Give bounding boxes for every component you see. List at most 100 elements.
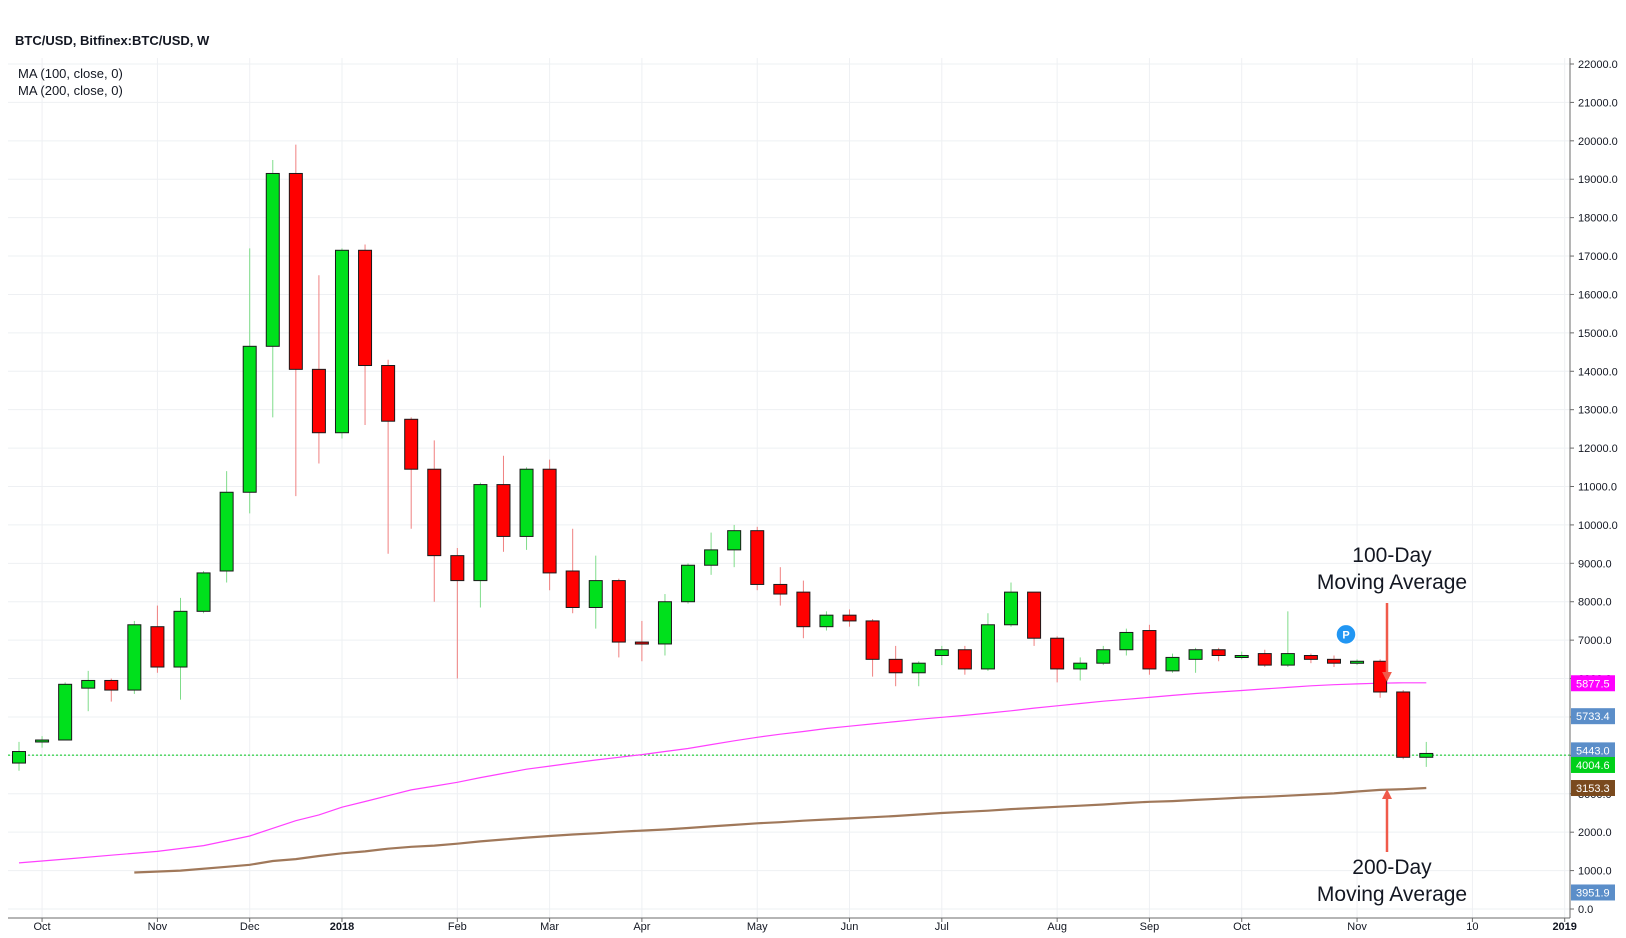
candle[interactable] — [1165, 653, 1180, 673]
candle[interactable] — [657, 594, 672, 656]
candle[interactable] — [1234, 651, 1249, 660]
candle-body — [957, 649, 972, 670]
candle[interactable] — [35, 736, 50, 748]
candle-body — [888, 658, 903, 674]
candle-body — [634, 641, 649, 645]
candle[interactable] — [496, 455, 511, 552]
candle[interactable] — [127, 620, 142, 694]
candle[interactable] — [888, 645, 903, 687]
candle[interactable] — [12, 741, 26, 771]
candle-body — [681, 564, 696, 603]
candle-body — [1142, 630, 1157, 670]
candle[interactable] — [796, 580, 811, 639]
candle[interactable] — [1004, 582, 1019, 627]
ma-line-200[interactable] — [134, 786, 1427, 874]
chart-grid — [8, 58, 1570, 918]
candle-body — [219, 491, 234, 572]
candle[interactable] — [381, 359, 396, 554]
candle[interactable] — [588, 555, 603, 629]
candle[interactable] — [1303, 653, 1318, 664]
candle[interactable] — [1142, 624, 1157, 675]
indicator-label-ma100[interactable]: MA (100, close, 0) — [18, 66, 123, 81]
candle[interactable] — [473, 482, 488, 608]
candle[interactable] — [1419, 741, 1434, 767]
candle-body — [150, 626, 165, 668]
candle[interactable] — [565, 528, 580, 614]
candle-body — [334, 249, 349, 434]
time-tick-label: Oct — [34, 921, 51, 933]
candle[interactable] — [450, 547, 465, 679]
candle[interactable] — [934, 645, 949, 666]
price-tags: 5877.5 5733.4 5443.0 4004.6 3153.3 3951.9 — [1571, 675, 1615, 901]
candle[interactable] — [1073, 657, 1088, 681]
candle[interactable] — [311, 275, 326, 464]
candle[interactable] — [957, 645, 972, 675]
candle[interactable] — [1050, 636, 1065, 683]
candle[interactable] — [980, 613, 995, 671]
candle[interactable] — [911, 661, 926, 687]
candle[interactable] — [634, 620, 649, 662]
candle[interactable] — [1257, 649, 1272, 668]
time-tick-label: Sep — [1140, 921, 1160, 933]
candle[interactable] — [842, 609, 857, 627]
candle[interactable] — [727, 524, 742, 568]
candle[interactable] — [1027, 591, 1042, 646]
candle-body — [1119, 631, 1134, 651]
candle-body — [288, 172, 303, 370]
indicator-label-ma200[interactable]: MA (200, close, 0) — [18, 83, 123, 98]
candle[interactable] — [542, 459, 557, 591]
ma-line-100[interactable] — [18, 682, 1427, 864]
price-tag-label: 5443.0 — [1576, 745, 1610, 757]
candle[interactable] — [219, 471, 234, 583]
candle[interactable] — [1326, 655, 1341, 668]
candle[interactable] — [519, 467, 534, 550]
time-tick-label: Feb — [448, 921, 467, 933]
candle[interactable] — [704, 532, 719, 575]
candle[interactable] — [750, 526, 765, 591]
candle-body — [588, 580, 603, 608]
time-tick-label: Jul — [935, 921, 949, 933]
candle-body — [58, 683, 73, 741]
candle[interactable] — [1350, 659, 1365, 666]
candle-body — [242, 345, 257, 493]
candle[interactable] — [58, 682, 73, 741]
candle[interactable] — [1211, 647, 1226, 662]
candle-body — [1165, 656, 1180, 672]
candle-body — [1004, 591, 1019, 626]
candle[interactable] — [358, 244, 373, 426]
candle[interactable] — [265, 160, 280, 418]
candle-body — [358, 249, 373, 367]
candle-body — [1419, 752, 1434, 758]
candle[interactable] — [1373, 659, 1388, 698]
candle[interactable] — [196, 571, 211, 614]
candle[interactable] — [404, 417, 419, 529]
candle[interactable] — [150, 605, 165, 673]
candle[interactable] — [81, 670, 96, 712]
candle[interactable] — [819, 611, 834, 631]
candle[interactable] — [1280, 611, 1295, 668]
candle[interactable] — [242, 248, 257, 514]
candle[interactable] — [334, 248, 349, 439]
price-tick-label: 18000.0 — [1578, 213, 1618, 225]
moving-average-lines — [18, 682, 1427, 874]
candle[interactable] — [104, 678, 119, 702]
price-tag-label: 5733.4 — [1576, 711, 1610, 723]
candle[interactable] — [681, 563, 696, 604]
marker-badge[interactable]: P — [1335, 623, 1357, 646]
candle[interactable] — [1119, 628, 1134, 656]
candle-body — [1350, 660, 1365, 664]
candle-body — [81, 679, 96, 689]
candle-body — [819, 614, 834, 628]
candle[interactable] — [1096, 645, 1111, 666]
candle[interactable] — [1396, 690, 1411, 760]
candle[interactable] — [1188, 647, 1203, 673]
candle[interactable] — [773, 567, 788, 606]
candle[interactable] — [865, 619, 880, 677]
candle[interactable] — [288, 144, 303, 497]
price-tag: 5877.5 — [1571, 675, 1615, 692]
candle-body — [1234, 655, 1249, 658]
candle[interactable] — [173, 597, 188, 700]
candle[interactable] — [427, 440, 442, 602]
candle[interactable] — [611, 578, 626, 658]
